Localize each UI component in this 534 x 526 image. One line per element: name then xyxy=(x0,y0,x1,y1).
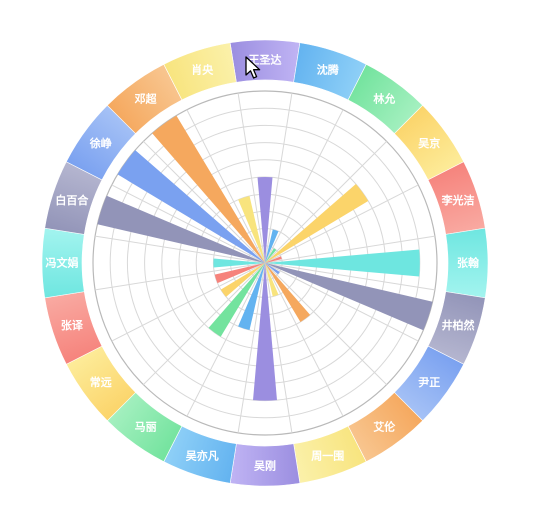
bar-19 xyxy=(152,115,265,263)
bar-11 xyxy=(253,263,277,401)
category-label: 李光洁 xyxy=(441,193,475,207)
grid-spoke xyxy=(264,93,293,264)
grid-spoke xyxy=(264,235,435,264)
category-label: 周一围 xyxy=(311,450,344,463)
category-label: 冯文娟 xyxy=(46,256,79,270)
category-label: 尹正 xyxy=(418,376,440,389)
bar-10 xyxy=(265,263,279,297)
bar-12 xyxy=(238,263,265,331)
category-label: 邓超 xyxy=(135,91,158,105)
category-label: 王圣达 xyxy=(249,53,282,67)
grid-spoke xyxy=(264,184,419,264)
grid-spoke xyxy=(237,262,266,433)
category-label: 沈腾 xyxy=(317,62,340,76)
bar-8 xyxy=(265,263,280,275)
grid-spoke xyxy=(237,93,266,264)
bar-13 xyxy=(208,263,265,337)
bar-7 xyxy=(265,263,433,331)
grid-spoke xyxy=(95,262,266,291)
bar-15 xyxy=(214,263,265,284)
grid-spoke xyxy=(264,262,419,342)
bar-17 xyxy=(97,195,265,263)
bar-18 xyxy=(117,150,265,263)
category-label: 白百合 xyxy=(55,193,89,207)
bar-20 xyxy=(238,195,265,263)
bar-5 xyxy=(265,256,282,263)
category-label: 张翰 xyxy=(457,256,479,270)
grid-spoke xyxy=(264,109,344,264)
ring-segment-20 xyxy=(163,42,237,101)
bar-9 xyxy=(265,263,311,322)
category-label: 马丽 xyxy=(135,421,157,434)
bar-1 xyxy=(257,176,273,263)
grid-spoke xyxy=(111,184,266,264)
bar-14 xyxy=(220,263,265,297)
bar-16 xyxy=(213,258,265,268)
category-label: 肖央 xyxy=(191,62,214,76)
category-label: 艾伦 xyxy=(373,420,396,434)
grid-spoke xyxy=(264,262,293,433)
category-label: 井柏然 xyxy=(442,318,475,332)
grid-spoke xyxy=(264,262,344,417)
category-label: 吴刚 xyxy=(254,459,276,473)
bar-6 xyxy=(265,249,420,277)
grid-spoke xyxy=(143,262,266,385)
grid-spoke xyxy=(264,262,387,385)
category-label: 吴亦凡 xyxy=(186,449,219,463)
category-label: 徐峥 xyxy=(89,136,112,150)
grid-spoke xyxy=(264,141,387,264)
grid-spoke xyxy=(264,262,435,291)
bar-2 xyxy=(265,229,279,263)
category-label: 林允 xyxy=(373,91,395,105)
bar-4 xyxy=(265,184,369,263)
bar-3 xyxy=(265,248,277,263)
grid-spoke xyxy=(186,109,266,264)
category-label: 吴京 xyxy=(418,136,440,150)
arrow-cursor-icon xyxy=(245,56,261,79)
grid-spoke xyxy=(95,235,266,264)
grid-spoke xyxy=(186,262,266,417)
bar-series xyxy=(97,115,433,401)
category-label: 张译 xyxy=(61,318,84,332)
category-label: 常远 xyxy=(90,375,112,389)
grid-spoke xyxy=(143,141,266,264)
grid-spoke xyxy=(111,262,266,342)
